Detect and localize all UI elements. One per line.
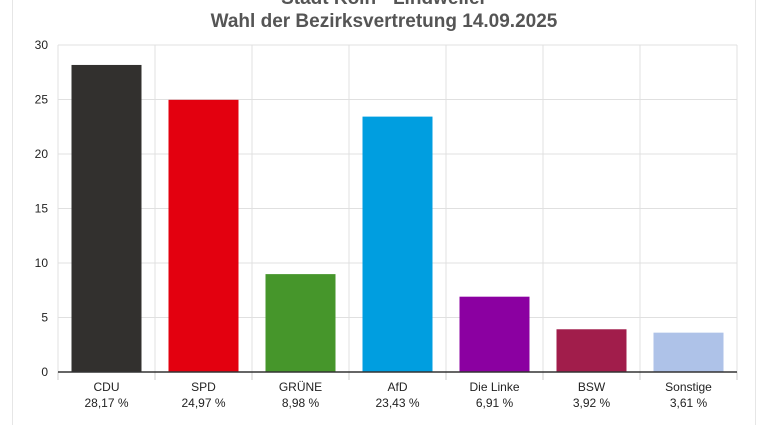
- bar-value-label: 6,91 %: [476, 396, 514, 410]
- x-category-label: Die Linke: [469, 380, 519, 394]
- bar-sonstige: [653, 332, 724, 372]
- x-category-label: GRÜNE: [279, 380, 322, 394]
- bar-value-label: 28,17 %: [84, 396, 128, 410]
- y-tick-label: 10: [35, 256, 49, 270]
- y-tick-label: 25: [35, 93, 49, 107]
- bars: [71, 64, 724, 373]
- x-category-label: BSW: [578, 380, 606, 394]
- y-axis: 0 5 10 15 20 25 30: [35, 38, 49, 379]
- chart-frame: [12, 0, 756, 425]
- bar-value-label: 24,97 %: [181, 396, 225, 410]
- bar-value-label: 23,43 %: [375, 396, 419, 410]
- bar-spd: [168, 99, 239, 373]
- bar-die-linke: [459, 296, 530, 372]
- bar-value-label: 3,61 %: [670, 396, 708, 410]
- bar-bsw: [556, 329, 627, 372]
- bar-value-label: 3,92 %: [573, 396, 611, 410]
- bar-afd: [362, 116, 433, 372]
- y-tick-label: 30: [35, 38, 49, 52]
- y-tick-label: 5: [41, 311, 48, 325]
- y-tick-label: 0: [41, 365, 48, 379]
- bar-gr-ne: [265, 274, 336, 372]
- y-tick-label: 20: [35, 147, 49, 161]
- x-category-label: CDU: [94, 380, 120, 394]
- x-category-label: Sonstige: [665, 380, 712, 394]
- x-category-label: AfD: [387, 380, 407, 394]
- chart-subtitle: Wahl der Bezirksvertretung 14.09.2025: [210, 11, 558, 32]
- x-category-label: SPD: [191, 380, 216, 394]
- chart-title: Stadt Köln - Lindweiler: [0, 0, 768, 10]
- bar-value-label: 8,98 %: [282, 396, 320, 410]
- bar-cdu: [71, 64, 142, 373]
- category-labels: CDU 28,17 % SPD 24,97 % GRÜNE 8,98 % AfD 23,43 …: [84, 380, 712, 410]
- y-tick-label: 15: [35, 202, 49, 216]
